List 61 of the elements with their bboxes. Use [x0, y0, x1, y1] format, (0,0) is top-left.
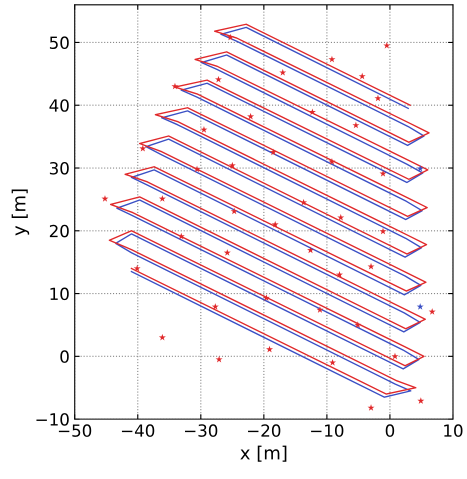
point	[417, 397, 424, 404]
point	[178, 232, 185, 240]
point	[336, 271, 344, 278]
x-tick-label: −30	[184, 424, 218, 437]
point	[328, 158, 336, 165]
point	[308, 108, 316, 116]
point	[158, 195, 166, 202]
y-tick-label: 50	[50, 36, 69, 50]
x-tick-label: −40	[122, 424, 154, 437]
point	[228, 162, 236, 168]
x-tick-label: 0	[386, 424, 394, 437]
point	[216, 356, 223, 362]
point	[134, 264, 141, 272]
point	[230, 208, 238, 214]
x-tick-label: −20	[248, 424, 280, 437]
point	[270, 148, 277, 156]
point	[272, 220, 279, 228]
point	[380, 170, 387, 177]
x-tick-label: −10	[311, 424, 344, 437]
point	[171, 82, 178, 90]
point	[368, 262, 375, 270]
point	[214, 76, 222, 82]
point	[262, 294, 270, 301]
point	[139, 144, 146, 152]
y-tick-label: −10	[36, 413, 69, 426]
point	[358, 72, 366, 80]
x-axis-title: x [m]	[240, 446, 286, 462]
point	[374, 94, 382, 102]
point	[337, 214, 344, 221]
point	[194, 166, 201, 172]
point	[279, 68, 286, 76]
point	[158, 334, 166, 340]
point	[226, 34, 234, 40]
point	[391, 352, 398, 360]
point	[383, 42, 390, 49]
point	[380, 228, 387, 234]
point	[266, 346, 274, 352]
point	[329, 358, 336, 366]
point	[428, 308, 436, 315]
point	[354, 321, 362, 328]
point	[352, 122, 360, 128]
point	[300, 198, 308, 206]
y-tick-label: 10	[50, 288, 69, 300]
point	[247, 112, 254, 120]
point	[416, 164, 424, 172]
point	[416, 303, 424, 310]
point	[224, 249, 231, 256]
point	[307, 246, 314, 254]
point	[368, 404, 375, 411]
y-tick-label: 20	[50, 224, 69, 238]
point	[200, 126, 208, 133]
point	[316, 306, 324, 313]
point	[101, 195, 108, 202]
x-tick-label: −50	[58, 424, 92, 437]
y-tick-label: 40	[49, 99, 69, 112]
y-tick-label: 30	[50, 162, 69, 175]
y-tick-label: 0	[60, 350, 69, 363]
point	[328, 56, 336, 62]
x-tick-label: 10	[444, 424, 462, 437]
y-axis-title: y [m]	[12, 189, 30, 236]
point	[212, 303, 219, 310]
